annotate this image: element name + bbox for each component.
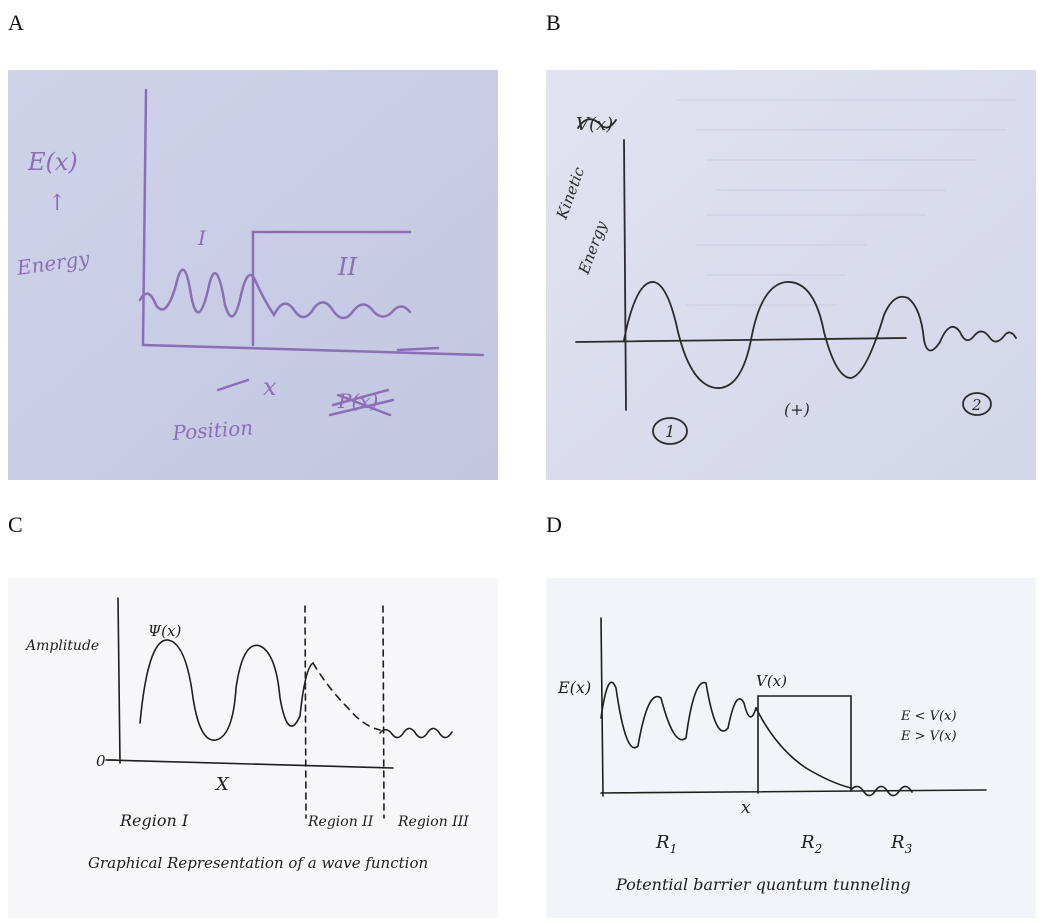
panel-a-photo: E(x) ↑ Energy I II x Position P(x) <box>8 70 498 480</box>
d-r1: R <box>655 832 670 853</box>
b-region-mid: (+) <box>784 400 810 419</box>
a-region-2: II <box>337 253 357 281</box>
c-divider-2 <box>382 605 385 819</box>
b-region-2: 2 <box>971 396 982 414</box>
b-wave <box>623 281 1017 389</box>
svg-text:R3: R3 <box>890 832 913 856</box>
panel-label-c: C <box>8 512 23 537</box>
c-origin: 0 <box>96 752 106 770</box>
d-tail <box>850 785 913 797</box>
c-x-axis <box>107 759 394 769</box>
d-r3-sub: 3 <box>905 842 913 856</box>
a-wave-right <box>253 278 412 320</box>
a-barrier <box>251 230 412 347</box>
c-divider-1 <box>304 605 307 819</box>
c-region-3: Region III <box>397 814 469 830</box>
svg-text:R2: R2 <box>800 832 822 856</box>
d-r3: R <box>890 832 905 853</box>
c-y-axis <box>117 597 121 764</box>
d-r1-sub: 1 <box>670 842 678 856</box>
d-x-axis <box>600 789 987 794</box>
d-vx: V(x) <box>756 672 787 690</box>
a-wave-left <box>138 268 257 318</box>
c-region-2: Region II <box>307 814 374 830</box>
a-tail <box>396 346 440 352</box>
b-crossed-text: V(x) <box>576 114 613 135</box>
a-x-word: Position <box>171 415 254 445</box>
a-y-label-top: E(x) <box>27 148 78 176</box>
panel-label-b: B <box>546 10 561 35</box>
b-scribble <box>577 118 617 129</box>
svg-text:R1: R1 <box>655 832 677 856</box>
d-barrier <box>757 695 852 794</box>
a-scribble <box>328 388 395 417</box>
panel-d-photo: E(x) V(x) E < V(x) E > V(x) x R1 R2 R3 P… <box>546 578 1036 918</box>
panel-label-a: A <box>8 10 24 35</box>
panel-label-d: D <box>546 512 562 537</box>
b-y-axis <box>623 139 627 411</box>
c-tail <box>379 727 453 739</box>
c-psi: Ψ(x) <box>148 622 181 640</box>
a-y-axis <box>141 88 148 347</box>
c-wave <box>139 639 314 741</box>
d-cond-1: E < V(x) <box>900 709 957 724</box>
b-region-1: 1 <box>665 422 675 441</box>
c-caption: Graphical Representation of a wave funct… <box>88 854 428 872</box>
d-x-symbol: x <box>741 798 751 818</box>
d-wave <box>600 681 757 749</box>
c-y-label: Amplitude <box>24 638 99 654</box>
d-cond-2: E > V(x) <box>900 729 957 744</box>
c-region-1: Region I <box>119 811 189 830</box>
d-r2: R <box>800 832 815 853</box>
panel-c-photo: Amplitude Ψ(x) 0 X Region I Region II Re… <box>8 578 498 918</box>
a-crossed-text: P(x) <box>337 389 378 413</box>
c-decay <box>312 662 381 731</box>
a-small-dash <box>216 378 250 392</box>
panel-b-photo: V(x) Kinetic Energy 1 (+) 2 <box>546 70 1036 480</box>
d-caption: Potential barrier quantum tunneling <box>615 875 911 894</box>
a-x-axis <box>141 343 485 357</box>
d-decay <box>755 707 852 789</box>
a-y-arrow: ↑ <box>48 191 66 216</box>
c-x-symbol: X <box>214 774 230 795</box>
a-region-1: I <box>197 226 207 250</box>
a-x-symbol: x <box>263 373 277 401</box>
b-x-axis <box>575 337 907 343</box>
d-r2-sub: 2 <box>814 842 823 856</box>
d-y-label: E(x) <box>557 678 591 697</box>
